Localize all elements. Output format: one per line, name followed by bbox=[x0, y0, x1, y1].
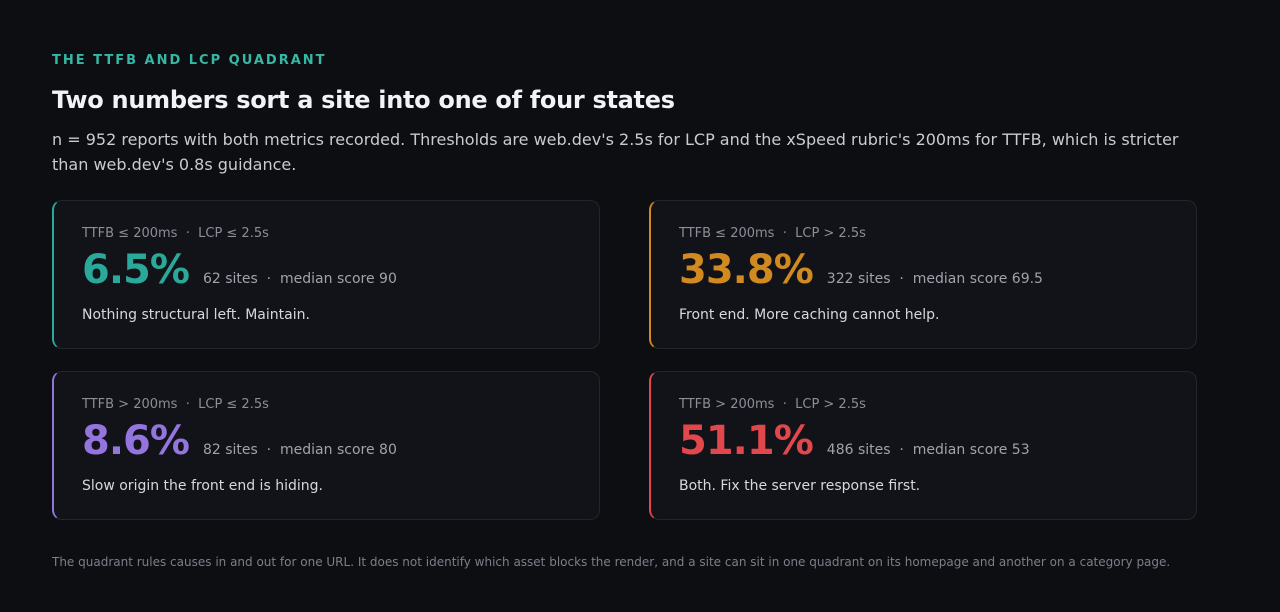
quadrant-condition: TTFB ≤ 200ms · LCP ≤ 2.5s bbox=[82, 226, 269, 241]
quadrant-note: Nothing structural left. Maintain. bbox=[82, 307, 310, 323]
quadrant-stats: 486 sites · median score 53 bbox=[826, 442, 1030, 458]
quadrant-stats: 82 sites · median score 80 bbox=[202, 442, 397, 458]
quadrant-card: TTFB ≤ 200ms · LCP > 2.5s 33.8% 322 sites … bbox=[649, 200, 1197, 349]
quadrant-share: 6.5% bbox=[82, 247, 190, 293]
quadrant-figures: 8.6% 82 sites · median score 80 bbox=[82, 418, 397, 464]
quadrant-note: Front end. More caching cannot help. bbox=[679, 307, 940, 323]
quadrant-condition: TTFB ≤ 200ms · LCP > 2.5s bbox=[679, 226, 866, 241]
quadrant-figures: 33.8% 322 sites · median score 69.5 bbox=[679, 247, 1043, 293]
quadrant-condition: TTFB > 200ms · LCP > 2.5s bbox=[679, 397, 866, 412]
quadrant-card: TTFB > 200ms · LCP > 2.5s 51.1% 486 sites … bbox=[649, 371, 1197, 520]
quadrant-note: Slow origin the front end is hiding. bbox=[82, 478, 323, 494]
eyebrow: THE TTFB AND LCP QUADRANT bbox=[52, 53, 327, 68]
quadrant-card: TTFB > 200ms · LCP ≤ 2.5s 8.6% 82 sites · … bbox=[52, 371, 600, 520]
quadrant-stats: 322 sites · median score 69.5 bbox=[826, 271, 1043, 287]
quadrant-stats: 62 sites · median score 90 bbox=[202, 271, 397, 287]
quadrant-figures: 6.5% 62 sites · median score 90 bbox=[82, 247, 397, 293]
quadrant-note: Both. Fix the server response first. bbox=[679, 478, 921, 494]
title: Two numbers sort a site into one of four… bbox=[52, 86, 675, 114]
quadrant-condition: TTFB > 200ms · LCP ≤ 2.5s bbox=[82, 397, 269, 412]
quadrant-share: 33.8% bbox=[679, 247, 814, 293]
quadrant-share: 8.6% bbox=[82, 418, 190, 464]
footnote: The quadrant rules causes in and out for… bbox=[52, 555, 1171, 569]
quadrant-figures: 51.1% 486 sites · median score 53 bbox=[679, 418, 1030, 464]
quadrant-card: TTFB ≤ 200ms · LCP ≤ 2.5s 6.5% 62 sites · … bbox=[52, 200, 600, 349]
description: n = 952 reports with both metrics record… bbox=[52, 130, 1179, 174]
quadrant-share: 51.1% bbox=[679, 418, 814, 464]
